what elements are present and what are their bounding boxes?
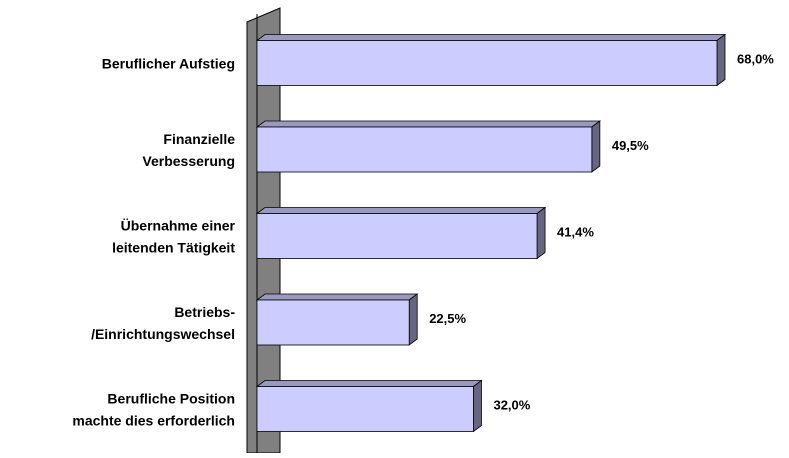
value-label: 32,0% bbox=[493, 397, 530, 412]
bar-front bbox=[256, 40, 718, 86]
bar-front bbox=[256, 213, 538, 259]
bar bbox=[255, 293, 419, 346]
bar-front bbox=[256, 386, 474, 432]
category-label: leitenden Tätigkeit bbox=[112, 240, 235, 256]
category-label: Finanzielle bbox=[163, 131, 235, 147]
bar-top bbox=[255, 120, 602, 128]
bar-top bbox=[255, 207, 547, 214]
category-label: /Einrichtungswechsel bbox=[91, 326, 235, 342]
bar bbox=[255, 120, 602, 173]
bar-side bbox=[591, 120, 601, 173]
value-label: 22,5% bbox=[429, 311, 466, 326]
category-label: Berufliche Position bbox=[107, 391, 235, 407]
bar-top bbox=[255, 293, 419, 301]
bar-top bbox=[255, 380, 483, 387]
category-label: Betriebs- bbox=[174, 304, 235, 320]
value-label: 68,0% bbox=[737, 51, 774, 66]
bar-side bbox=[536, 206, 546, 260]
bar-side bbox=[408, 293, 418, 346]
category-label: machte dies erforderlich bbox=[72, 413, 235, 429]
bar bbox=[255, 379, 483, 433]
bar-front bbox=[256, 126, 593, 173]
category-label: Beruflicher Aufstieg bbox=[102, 56, 235, 72]
bar bbox=[255, 206, 547, 260]
bar-side bbox=[473, 379, 482, 433]
bar-front bbox=[256, 299, 410, 346]
value-label: 41,4% bbox=[557, 224, 594, 239]
bar-top bbox=[255, 34, 727, 41]
category-label: Übernahme einer bbox=[121, 218, 236, 234]
category-label: Verbesserung bbox=[142, 153, 235, 169]
bar bbox=[255, 33, 727, 87]
bar-side bbox=[716, 33, 726, 87]
value-label: 49,5% bbox=[612, 138, 649, 153]
